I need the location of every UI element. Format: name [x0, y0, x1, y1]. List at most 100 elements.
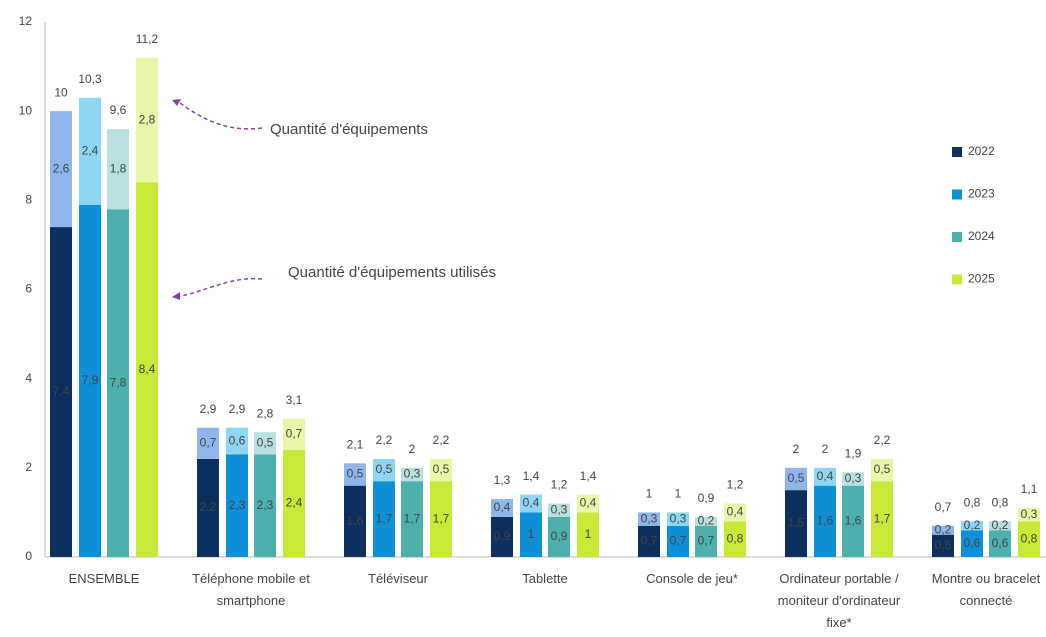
bar-segment: [344, 485, 366, 557]
data-label: 0,4: [523, 496, 540, 510]
total-label: 11,2: [136, 32, 159, 46]
bar-segment: [430, 458, 452, 482]
bar-segment: [226, 427, 248, 455]
x-tick-label: ENSEMBLE: [68, 571, 140, 586]
total-label: 2,8: [257, 406, 274, 420]
x-tick-label: Tablette: [522, 571, 568, 586]
bar-segment: [107, 129, 129, 210]
bar-segment: [1018, 507, 1040, 522]
data-label: 0,4: [580, 496, 597, 510]
bar-segment: [842, 472, 864, 486]
bar-segment: [401, 481, 423, 557]
bar-segment: [197, 458, 219, 557]
total-label: 2: [793, 442, 800, 456]
bar-segment: [548, 516, 570, 557]
data-label: 0,3: [551, 502, 568, 516]
data-label: 0,9: [551, 529, 568, 543]
data-label: 8,4: [139, 362, 156, 376]
data-label: 0,3: [1021, 507, 1038, 521]
bar-segment: [871, 458, 893, 482]
bar-segment: [254, 454, 276, 557]
bar-segment: [577, 494, 599, 513]
total-label: 1,2: [727, 478, 744, 492]
bar-segment: [136, 182, 158, 557]
arrow: [175, 99, 263, 130]
legend-label: 2024: [968, 229, 995, 243]
total-label: 0,8: [964, 496, 981, 510]
data-label: 1,6: [347, 514, 364, 528]
y-tick-label: 6: [25, 282, 32, 296]
bar-segment: [373, 458, 395, 482]
bar-segment: [814, 485, 836, 557]
data-label: 2,2: [200, 500, 217, 514]
data-label: 0,7: [200, 435, 217, 449]
total-label: 3,1: [286, 393, 303, 407]
bar-segment: [491, 499, 513, 517]
data-label: 0,5: [788, 471, 805, 485]
data-label: 0,5: [935, 538, 952, 552]
data-label: 0,6: [964, 536, 981, 550]
data-label: 0,2: [698, 514, 715, 528]
data-label: 0,8: [727, 531, 744, 545]
x-tick-label: Téléviseur: [368, 571, 428, 586]
data-label: 0,7: [698, 534, 715, 548]
legend-swatch: [952, 274, 962, 285]
y-tick-label: 8: [25, 193, 32, 207]
total-label: 2,2: [433, 433, 450, 447]
data-label: 0,3: [670, 511, 687, 525]
data-label: 1,6: [817, 514, 834, 528]
data-label: 0,5: [874, 462, 891, 476]
data-label: 0,2: [935, 522, 952, 536]
total-label: 0,9: [698, 491, 715, 505]
bar-segment: [50, 111, 72, 228]
bar-segment: [79, 204, 101, 557]
data-label: 0,2: [964, 518, 981, 532]
bar-segment: [695, 525, 717, 557]
data-label: 0,5: [257, 435, 274, 449]
bar-segment: [814, 467, 836, 486]
data-label: 0,4: [817, 469, 834, 483]
legend-label: 2023: [968, 187, 995, 201]
bar-segment: [961, 521, 983, 531]
arrowhead: [172, 99, 181, 106]
data-label: 0,6: [229, 433, 246, 447]
total-label: 0,7: [935, 500, 952, 514]
data-label: 1,7: [874, 511, 891, 525]
total-label: 2,1: [347, 438, 364, 452]
x-tick-label: Montre ou bracelet connecté: [931, 571, 1041, 608]
data-label: 0,6: [992, 536, 1009, 550]
bar-segment: [724, 521, 746, 557]
x-tick-label: Console de jeu*: [646, 571, 738, 586]
data-label: 0,5: [433, 462, 450, 476]
data-label: 0,5: [376, 462, 393, 476]
bar-segment: [520, 494, 542, 513]
total-label: 1: [646, 487, 653, 501]
bar-segment: [724, 503, 746, 522]
bar-segment: [932, 534, 954, 557]
total-label: 1,3: [494, 473, 511, 487]
bar-segment: [401, 467, 423, 482]
data-label: 1: [585, 527, 592, 541]
total-label: 10: [54, 85, 68, 99]
arrow: [175, 277, 263, 298]
legend-label: 2022: [968, 144, 995, 158]
y-tick-label: 0: [25, 549, 32, 563]
bar-segment: [961, 530, 983, 557]
bar-segment: [638, 512, 660, 526]
total-label: 2: [409, 442, 416, 456]
bar-segment: [548, 503, 570, 517]
data-label: 0,7: [670, 534, 687, 548]
data-label: 2,8: [139, 112, 156, 126]
bar-segment: [989, 530, 1011, 557]
total-label: 1: [675, 487, 682, 501]
legend-swatch: [952, 232, 962, 242]
bar-segment: [107, 209, 129, 557]
legend-swatch: [952, 147, 962, 157]
data-label: 0,4: [494, 500, 511, 514]
total-label: 10,3: [78, 72, 102, 86]
data-label: 7,9: [82, 373, 99, 387]
bar-segment: [871, 481, 893, 557]
bar-segment: [520, 512, 542, 557]
bar-segment: [430, 481, 452, 557]
